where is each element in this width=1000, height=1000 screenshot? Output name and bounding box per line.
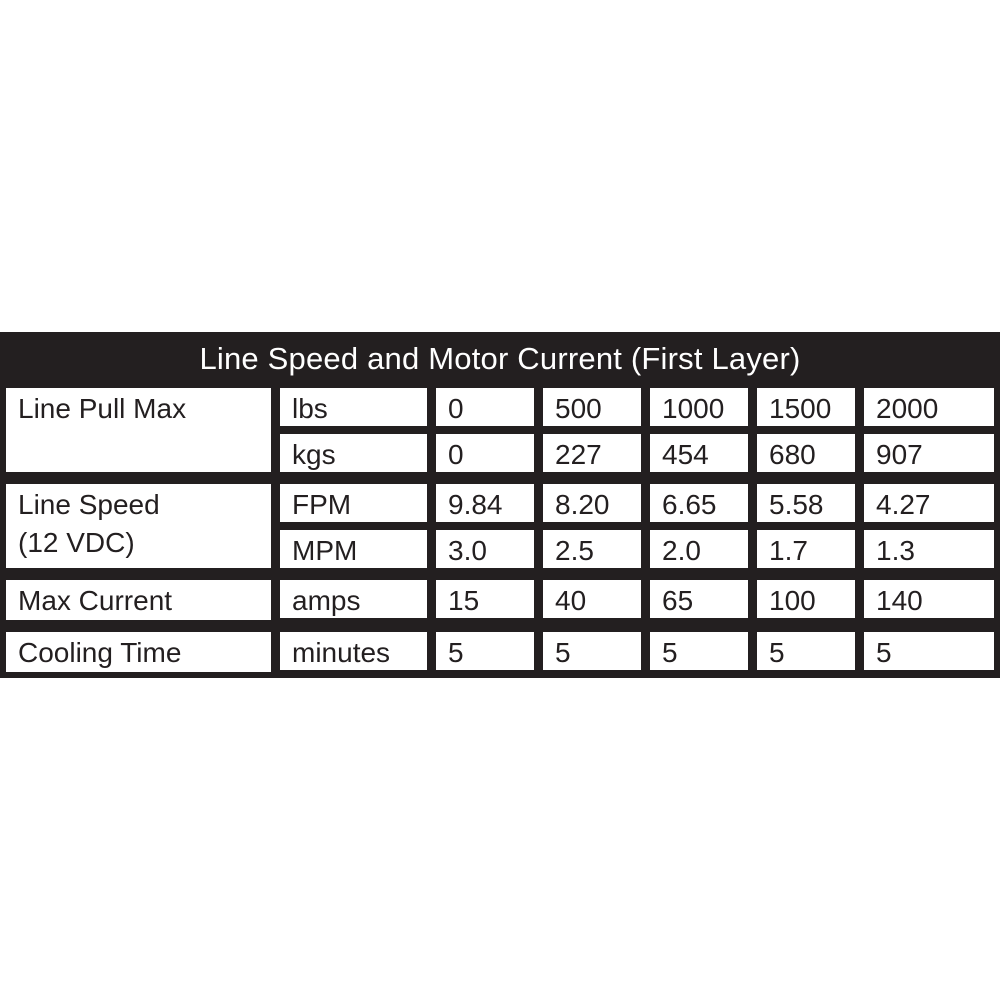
- value-cell: 4.27: [862, 482, 996, 524]
- value-cell: 227: [541, 432, 643, 474]
- value-cell: 2.0: [648, 528, 750, 570]
- value-cell: 6.65: [648, 482, 750, 524]
- value-cell: 5.58: [755, 482, 857, 524]
- value-cell: 140: [862, 578, 996, 620]
- value-cell: 8.20: [541, 482, 643, 524]
- unit-cell: amps: [278, 578, 429, 620]
- table-title: Line Speed and Motor Current (First Laye…: [199, 341, 801, 376]
- value-cell: 907: [862, 432, 996, 474]
- value-cell: 2000: [862, 386, 996, 428]
- unit-cell: FPM: [278, 482, 429, 524]
- value-cell: 3.0: [434, 528, 536, 570]
- value-cell: 1.7: [755, 528, 857, 570]
- line-speed-motor-current-table: Line Speed and Motor Current (First Laye…: [0, 332, 1000, 678]
- row-group-max-current: Max Current amps 15 40 65 100 140: [4, 578, 996, 622]
- value-cell: 0: [434, 432, 536, 474]
- unit-cell: MPM: [278, 528, 429, 570]
- row-group-cooling-time: Cooling Time minutes 5 5 5 5 5: [4, 630, 996, 674]
- value-cell: 5: [862, 630, 996, 672]
- value-cell: 2.5: [541, 528, 643, 570]
- value-cell: 5: [434, 630, 536, 672]
- value-cell: 500: [541, 386, 643, 428]
- value-cell: 65: [648, 578, 750, 620]
- row-label: Max Current: [4, 578, 273, 622]
- value-cell: 15: [434, 578, 536, 620]
- value-cell: 5: [648, 630, 750, 672]
- row-group-line-speed: Line Speed (12 VDC) FPM 9.84 8.20 6.65 5…: [4, 482, 996, 570]
- value-cell: 1000: [648, 386, 750, 428]
- value-cell: 100: [755, 578, 857, 620]
- value-cell: 9.84: [434, 482, 536, 524]
- value-cell: 454: [648, 432, 750, 474]
- value-cell: 1.3: [862, 528, 996, 570]
- unit-cell: lbs: [278, 386, 429, 428]
- row-group-line-pull-max: Line Pull Max lbs 0 500 1000 1500 2000 k…: [4, 386, 996, 474]
- unit-cell: minutes: [278, 630, 429, 672]
- value-cell: 0: [434, 386, 536, 428]
- table-body: Line Pull Max lbs 0 500 1000 1500 2000 k…: [4, 386, 996, 674]
- row-label: Line Speed (12 VDC): [4, 482, 273, 570]
- row-label: Line Pull Max: [4, 386, 273, 474]
- value-cell: 680: [755, 432, 857, 474]
- row-label: Cooling Time: [4, 630, 273, 674]
- value-cell: 1500: [755, 386, 857, 428]
- unit-cell: kgs: [278, 432, 429, 474]
- value-cell: 40: [541, 578, 643, 620]
- value-cell: 5: [755, 630, 857, 672]
- value-cell: 5: [541, 630, 643, 672]
